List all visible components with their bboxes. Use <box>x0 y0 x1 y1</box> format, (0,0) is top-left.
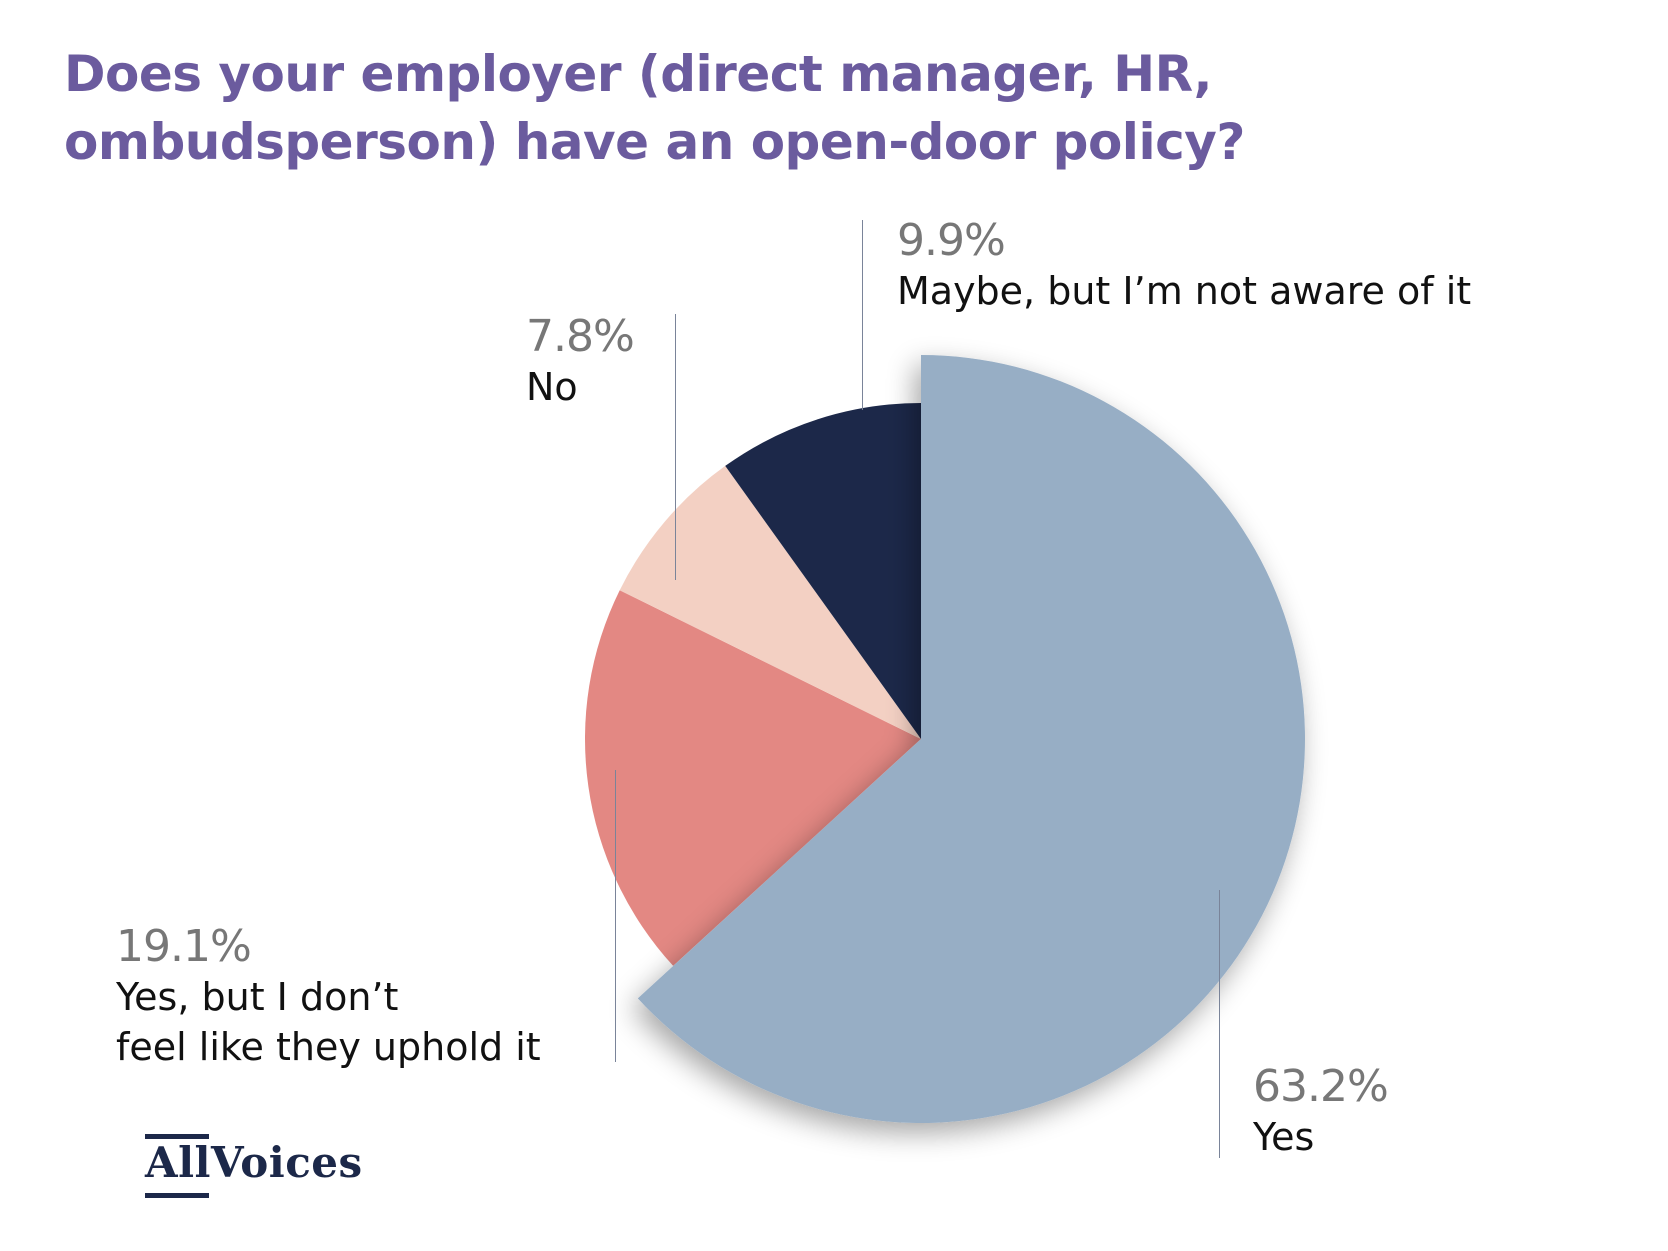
chart-title: Does your employer (direct manager, HR, … <box>64 40 1464 176</box>
label-maybe-percent: 9.9% <box>897 215 1006 266</box>
leader-line-maybe <box>862 220 863 410</box>
pie-slice-yes <box>637 355 1305 1123</box>
logo-bottom-bar <box>145 1193 209 1198</box>
pie-slice-maybe <box>725 403 921 739</box>
label-yes-but-name-line-1: Yes, but I don’t <box>116 975 399 1019</box>
chart-title-line-2: ombudsperson) have an open-door policy? <box>64 113 1245 171</box>
label-maybe: 9.9% Maybe, but I’m not aware of it <box>897 216 1471 316</box>
leader-line-yes <box>1219 890 1220 1158</box>
label-yes-name: Yes <box>1253 1115 1315 1159</box>
chart-title-line-1: Does your employer (direct manager, HR, <box>64 45 1213 103</box>
label-yes-but-name-line-2: feel like they uphold it <box>116 1025 541 1069</box>
leader-line-no <box>675 314 676 580</box>
label-yes: 63.2% Yes <box>1253 1061 1389 1162</box>
label-yes-percent: 63.2% <box>1253 1061 1389 1112</box>
logo-text-all: All <box>145 1138 211 1187</box>
leader-line-yes-but <box>615 770 616 1062</box>
label-no-percent: 7.8% <box>526 311 635 362</box>
logo-text: AllVoices <box>145 1138 363 1187</box>
label-yes-but-percent: 19.1% <box>116 921 252 972</box>
label-yes-but: 19.1% Yes, but I don’t feel like they up… <box>116 922 541 1072</box>
logo-top-bar <box>145 1134 209 1139</box>
pie-slice-no <box>619 465 921 739</box>
pie-slice-yes-but <box>585 590 921 966</box>
label-no-name: No <box>526 365 578 409</box>
label-maybe-name: Maybe, but I’m not aware of it <box>897 269 1472 313</box>
label-no: 7.8% No <box>526 311 635 412</box>
logo-text-voices: Voices <box>211 1138 363 1187</box>
